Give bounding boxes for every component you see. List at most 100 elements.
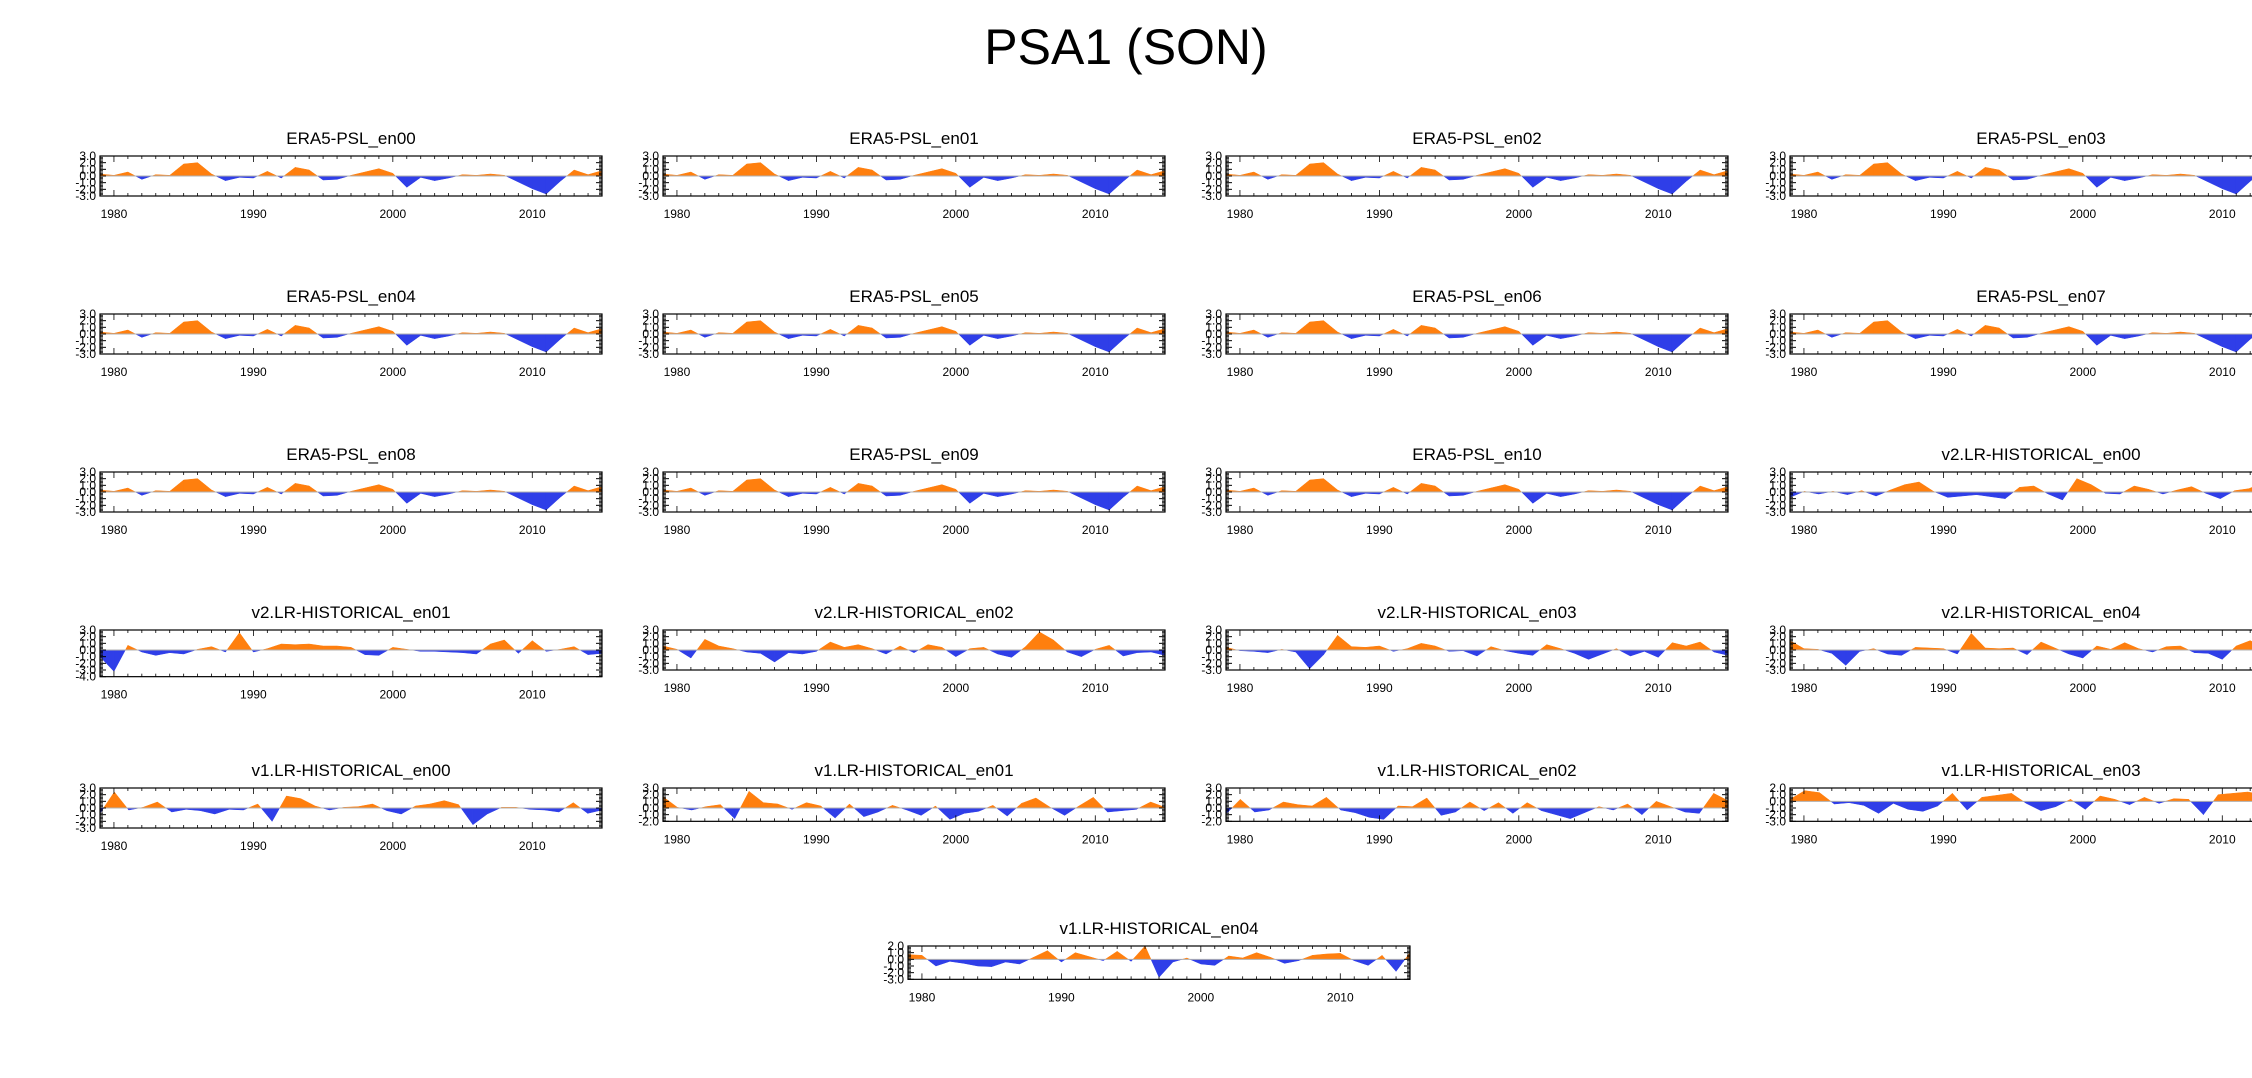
y-tick-label: 3.0 [642,623,659,637]
positive-area [1859,163,1874,177]
positive-area [364,326,380,335]
chart-panel: ERA5-PSL_en03 3.0 2.0 1.0 0.0 -1.0 -2.0 -3.0 198… [1750,118,2252,268]
chart-panel: ERA5-PSL_en06 3.0 2.0 1.0 0.0 -1.0 -2.0 -3.0 198… [1186,276,1746,426]
negative-area [434,175,449,181]
positive-area [676,329,692,335]
positive-area [257,328,268,335]
positive-area [871,169,882,177]
negative-area [690,649,698,659]
positive-area [1033,950,1048,960]
y-tick-label: 0.0 [642,643,659,657]
negative-area [322,491,338,497]
y-tick-label: -1.0 [883,959,904,973]
positive-area [1998,327,2009,335]
negative-area [1309,649,1324,670]
negative-area [1671,491,1687,511]
x-tick-label: 1990 [240,207,267,221]
chart-panel: ERA5-PSL_en10 3.0 2.0 1.0 0.0 -1.0 -2.0 -3.0 198… [1186,434,1746,584]
positive-area [1116,950,1130,960]
positive-area [2093,795,2101,802]
positive-area [704,638,720,651]
negative-area [1341,175,1352,182]
positive-area [748,790,764,809]
chart-panel: ERA5-PSL_en00 3.0 2.0 1.0 0.0 -1.0 -2.0 -3.0 198… [60,118,620,268]
positive-area [1971,632,1986,651]
negative-area [1541,807,1557,815]
negative-area [983,175,998,181]
positive-area [1283,801,1298,809]
chart-svg: ERA5-PSL_en09 3.02.01.00.0-1.0-2.0-3.0 198… [638,445,1166,537]
positive-area [1240,798,1251,809]
positive-area [1383,486,1394,493]
positive-area [1039,631,1054,651]
positive-area [760,478,775,493]
negative-area [1442,175,1450,181]
y-tick-label: 2.0 [1205,630,1222,644]
positive-area [294,325,310,335]
y-tick-label: -1.0 [1201,176,1222,190]
positive-area [1952,792,1961,802]
y-tick-label: -2.0 [1765,340,1786,354]
positive-area [1326,796,1340,809]
y-tick-label: 3.0 [79,149,96,163]
positive-area [2110,642,2125,651]
negative-area [1699,807,1704,815]
negative-area [2235,333,2251,353]
positive-area [1295,321,1310,335]
positive-area [857,325,873,335]
chart-svg: v1.LR-HISTORICAL_en00 3.02.01.00.0-1.0-2.… [75,761,603,853]
positive-area [1487,802,1499,809]
positive-area [2033,485,2046,493]
negative-area [2068,649,2084,659]
x-tick-label: 1980 [1791,365,1818,379]
positive-area [573,485,589,493]
chart-panel: v1.LR-HISTORICAL_en01 3.0 2.0 1.0 0.0 -1.0 -2.… [623,750,1183,900]
negative-area [1588,649,1603,660]
positive-area [2217,793,2234,802]
positive-area [1671,642,1687,651]
negative-area [215,175,226,182]
negative-area [983,491,998,497]
negative-area [579,807,588,814]
positive-area [1504,326,1520,335]
negative-area [316,491,324,497]
x-tick-label: 1980 [664,365,691,379]
x-tick-label: 2010 [1645,681,1672,695]
y-tick-label: -1.0 [75,334,96,348]
x-tick-label: 1990 [1930,365,1957,379]
positive-area [1301,954,1313,960]
x-tick-label: 1980 [101,688,128,702]
x-tick-label: 1990 [803,207,830,221]
negative-area [1367,959,1378,966]
positive-area [2180,645,2189,651]
chart-panel: ERA5-PSL_en07 3.0 2.0 1.0 0.0 -1.0 -2.0 -3.0 198… [1750,276,2252,426]
positive-area [1312,953,1327,960]
negative-area [885,649,895,655]
positive-area [1804,790,1820,802]
y-tick-label: 3.0 [642,781,659,795]
y-tick-label: 0.0 [1205,169,1222,183]
negative-area [460,807,474,826]
positive-area [1426,797,1436,809]
y-tick-label: -1.0 [638,334,659,348]
negative-area [906,807,922,816]
y-tick-label: 1.0 [1205,478,1222,492]
y-tick-label: 2.0 [642,156,659,170]
negative-area [937,807,951,820]
negative-area [1081,175,1096,190]
negative-area [472,807,488,826]
negative-area [1323,649,1328,656]
x-tick-label: 2010 [2209,681,2236,695]
positive-area [2031,641,2042,651]
negative-area [1644,491,1659,506]
positive-area [283,324,296,335]
y-tick-label: -3.0 [75,189,96,203]
positive-area [127,329,136,335]
chart-title: ERA5-PSL_en03 [1976,129,2105,148]
negative-area [1875,491,1886,497]
chart-title: v1.LR-HISTORICAL_en03 [1941,761,2140,780]
negative-area [1937,801,1944,807]
positive-area [169,479,184,493]
chart-panel: v2.LR-HISTORICAL_en01 3.0 2.0 1.0 0.0 -1.0 -2.… [60,592,620,742]
y-tick-label: -3.0 [883,972,904,986]
